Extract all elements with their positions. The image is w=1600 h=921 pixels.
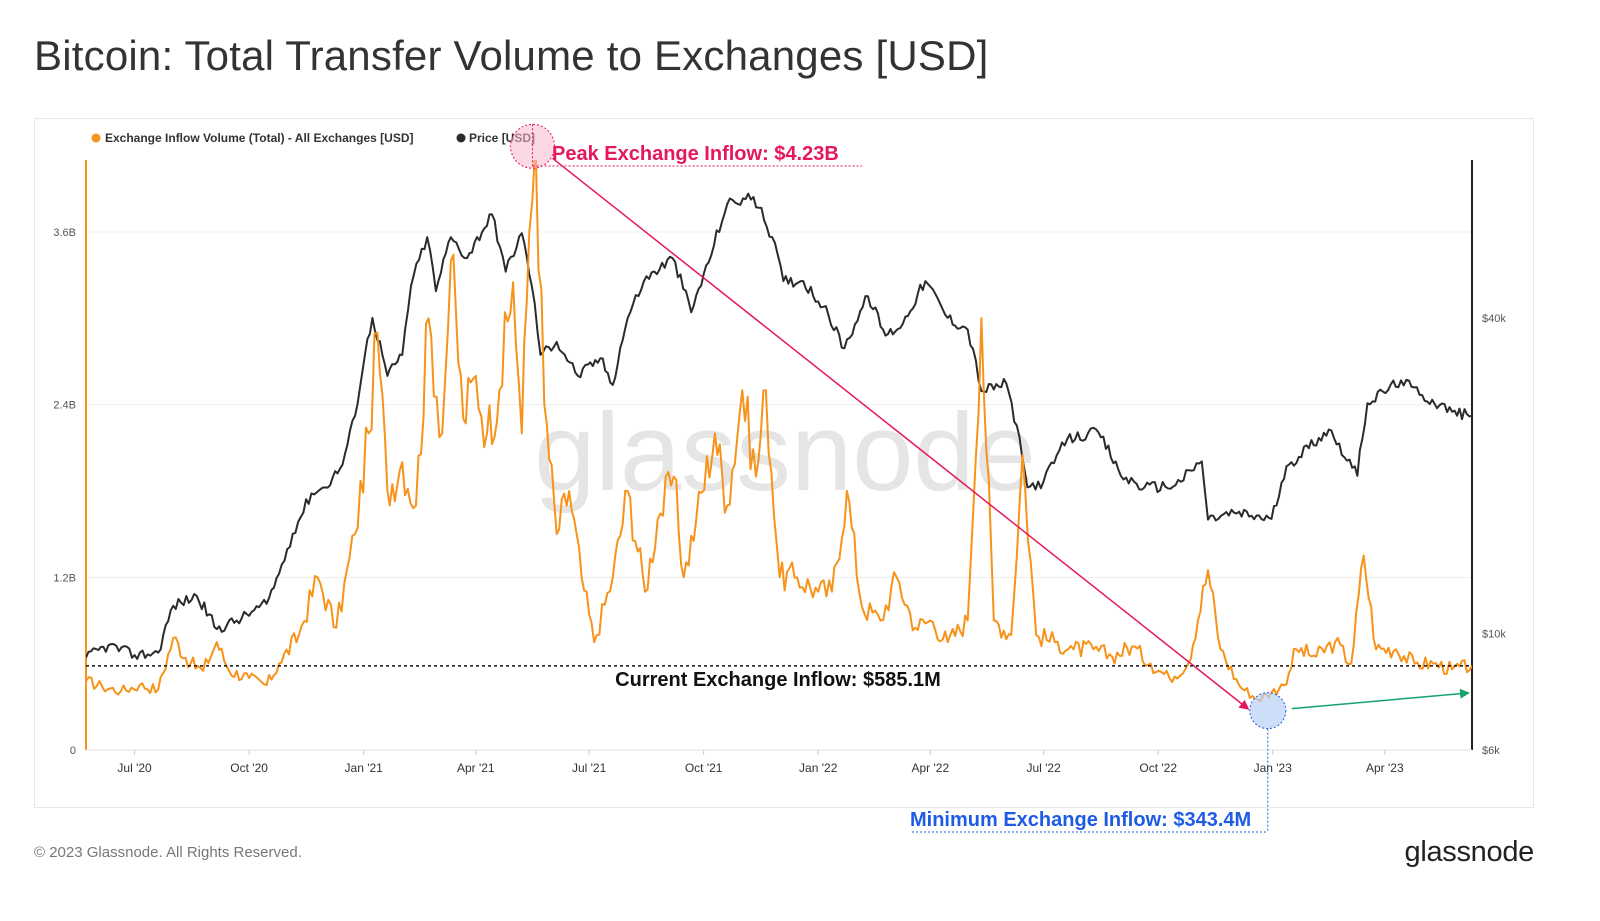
minimum-annotation: Minimum Exchange Inflow: $343.4M <box>910 809 1251 831</box>
current-annotation: Current Exchange Inflow: $585.1M <box>615 669 941 691</box>
x-tick-label: Jul '20 <box>117 761 152 775</box>
annotations: Peak Exchange Inflow: $4.23B Minimum Exch… <box>86 123 1472 833</box>
x-tick-label: Oct '20 <box>230 761 268 775</box>
legend-label-inflow: Exchange Inflow Volume (Total) - All Exc… <box>105 131 413 145</box>
x-tick-label: Oct '22 <box>1139 761 1177 775</box>
x-tick-label: Apr '22 <box>911 761 949 775</box>
y-left-tick-label: 2.4B <box>53 400 76 412</box>
peak-annotation: Peak Exchange Inflow: $4.23B <box>552 143 839 165</box>
watermark: glassnode <box>534 391 1036 514</box>
legend-swatch-inflow <box>91 133 101 143</box>
x-tick-label: Oct '21 <box>685 761 723 775</box>
x-tick-label: Jan '22 <box>799 761 838 775</box>
minimum-marker <box>1249 692 1287 730</box>
y-left-tick-label: 0 <box>70 745 76 757</box>
legend-swatch-price <box>456 133 466 143</box>
copyright: © 2023 Glassnode. All Rights Reserved. <box>34 844 302 861</box>
y-right-ticks: $6k $10k $40k <box>1482 313 1506 757</box>
y-left-tick-label: 1.2B <box>53 572 76 584</box>
y-left-ticks: 0 1.2B 2.4B 3.6B <box>53 227 76 757</box>
downtrend-arrow <box>552 157 1250 710</box>
y-right-tick-label: $6k <box>1482 745 1500 757</box>
y-right-tick-label: $40k <box>1482 313 1506 325</box>
y-left-tick-label: 3.6B <box>53 227 76 239</box>
chart-frame <box>34 118 1534 808</box>
series-line-price <box>86 192 1472 660</box>
legend: Exchange Inflow Volume (Total) - All Exc… <box>91 131 535 145</box>
x-tick-label: Jan '23 <box>1254 761 1293 775</box>
x-tick-label: Apr '23 <box>1366 761 1404 775</box>
series-line-inflow <box>86 160 1472 703</box>
y-right-tick-label: $10k <box>1482 629 1506 641</box>
x-tick-label: Jul '22 <box>1026 761 1061 775</box>
x-ticks: Jul '20 Oct '20 Jan '21 Apr '21 Jul '21 Oct '… <box>117 750 1404 775</box>
x-tick-label: Jul '21 <box>572 761 607 775</box>
x-tick-label: Apr '21 <box>457 761 495 775</box>
x-tick-label: Jan '21 <box>345 761 384 775</box>
page-title: Bitcoin: Total Transfer Volume to Exchan… <box>34 32 989 79</box>
recovery-arrow <box>1291 688 1470 710</box>
glassnode-logo: glassnode <box>1404 836 1534 868</box>
